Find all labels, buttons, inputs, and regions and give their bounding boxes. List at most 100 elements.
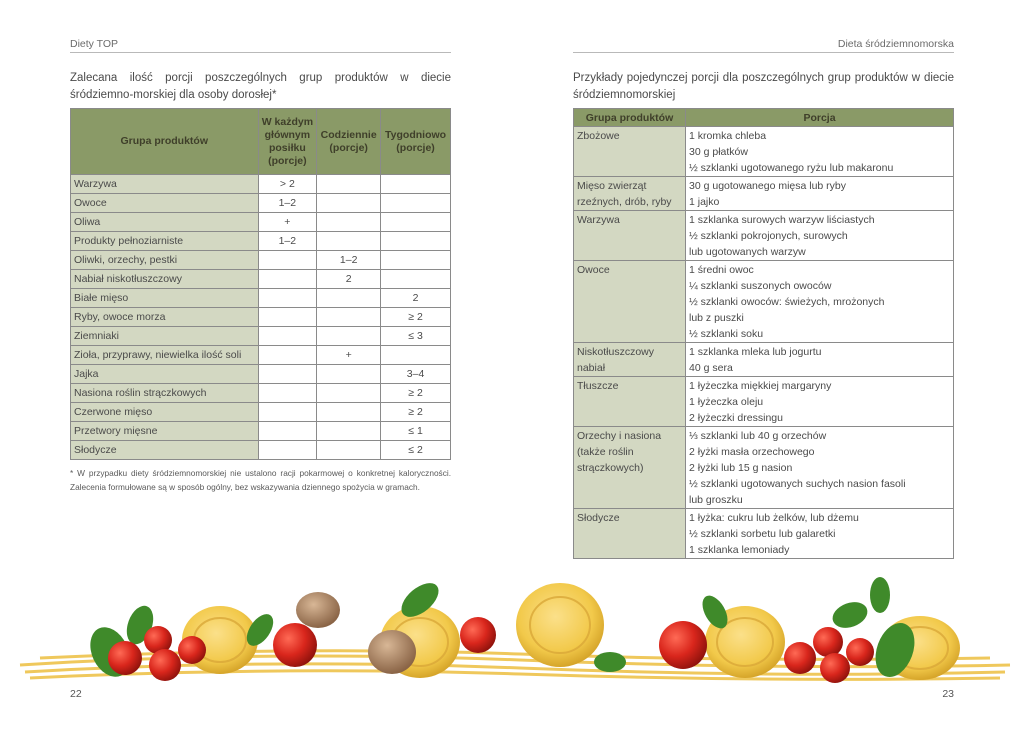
table-row: Oliwki, orzechy, pestki 1–2 xyxy=(70,250,451,270)
portion-line: lub ugotowanych warzyw xyxy=(689,246,806,258)
portion-line: 1 szklanka surowych warzyw liściastych xyxy=(689,214,875,226)
portion-line: lub groszku xyxy=(689,494,743,506)
table-row: Oliwa + xyxy=(70,212,451,232)
servings-cell: ≤ 1 xyxy=(380,421,451,441)
servings-cell xyxy=(257,345,318,365)
servings-cell xyxy=(257,402,318,422)
header-rule xyxy=(573,52,954,53)
servings-cell xyxy=(316,364,382,384)
table-row: Białe mięso 2 xyxy=(70,288,451,308)
table-row: Owoce 1–2 xyxy=(70,193,451,213)
portion-cell: ⅓ szklanki lub 40 g orzechów 2 łyżki masł… xyxy=(685,426,954,509)
portion-cell: 1 średni owoc ¼ szklanki suszonych owoców… xyxy=(685,260,954,343)
servings-cell: ≤ 2 xyxy=(380,440,451,460)
food-group-text: rzeźnych, drób, ryby xyxy=(577,196,672,208)
portion-cell: 1 łyżeczka miękkiej margaryny 1 łyżeczka … xyxy=(685,376,954,427)
servings-cell: ≥ 2 xyxy=(380,402,451,422)
servings-cell: 2 xyxy=(380,288,451,308)
food-group-text: Tłuszcze xyxy=(577,380,619,392)
food-group-text: Słodycze xyxy=(577,512,620,524)
servings-cell xyxy=(316,174,382,194)
table-header-row: Grupa produktów Porcja xyxy=(573,108,954,127)
table-row: Przetwory mięsne ≤ 1 xyxy=(70,421,451,441)
food-group-cell: Zbożowe xyxy=(573,126,686,177)
portion-line: ½ szklanki sorbetu lub galaretki xyxy=(689,528,836,540)
servings-cell: 2 xyxy=(316,269,382,289)
servings-cell xyxy=(316,307,382,327)
food-group-cell: Tłuszcze xyxy=(573,376,686,427)
portion-line: 1 łyżeczka miękkiej margaryny xyxy=(689,380,832,392)
food-group-cell: Nasiona roślin strączkowych xyxy=(70,383,259,403)
table-row: Warzywa > 2 xyxy=(70,174,451,194)
portion-line: 2 łyżeczki dressingu xyxy=(689,412,783,424)
servings-cell: 1–2 xyxy=(316,250,382,270)
servings-cell xyxy=(316,440,382,460)
running-head: Diety TOP xyxy=(70,38,119,50)
portion-line: 40 g sera xyxy=(689,362,733,374)
portion-line: ½ szklanki pokrojonych, surowych xyxy=(689,230,848,242)
food-group-cell: Jajka xyxy=(70,364,259,384)
servings-cell xyxy=(257,440,318,460)
portion-line: 1 kromka chleba xyxy=(689,130,767,142)
food-group-cell: Orzechy i nasiona (także roślin strączkowy… xyxy=(573,426,686,509)
servings-cell xyxy=(257,288,318,308)
food-group-text: Mięso zwierząt xyxy=(577,180,647,192)
food-group-text: Warzywa xyxy=(577,214,620,226)
header-cell: Porcja xyxy=(685,108,954,127)
portion-line: ¼ szklanki suszonych owoców xyxy=(689,280,832,292)
food-group-text: Orzechy i nasiona xyxy=(577,430,662,442)
table-body: Zbożowe 1 kromka chleba 30 g płatków ½ szkl… xyxy=(573,126,954,559)
food-group-cell: Czerwone mięso xyxy=(70,402,259,422)
table-row: Nasiona roślin strączkowych ≥ 2 xyxy=(70,383,451,403)
servings-cell: ≥ 2 xyxy=(380,383,451,403)
page-number: 22 xyxy=(70,688,82,700)
servings-cell xyxy=(316,383,382,403)
header-cell: Codziennie (porcje) xyxy=(316,108,382,175)
servings-cell xyxy=(316,231,382,251)
food-group-cell: Słodycze xyxy=(573,508,686,559)
running-head: Dieta śródziemnomorska xyxy=(837,38,954,50)
header-cell: Grupa produktów xyxy=(573,108,686,127)
servings-cell: ≥ 2 xyxy=(380,307,451,327)
table-row: Zbożowe 1 kromka chleba 30 g płatków ½ szkl… xyxy=(573,126,954,177)
table-body: Warzywa > 2 Owoce 1–2 Oliwa + Produkty pełnozi… xyxy=(70,174,451,460)
food-group-cell: Ziemniaki xyxy=(70,326,259,346)
header-cell: Grupa produktów xyxy=(70,108,259,175)
portion-line: ½ szklanki owoców: świeżych, mrożonych xyxy=(689,296,885,308)
food-group-cell: Oliwki, orzechy, pestki xyxy=(70,250,259,270)
food-group-cell: Mięso zwierząt rzeźnych, drób, ryby xyxy=(573,176,686,211)
table-row: Tłuszcze 1 łyżeczka miękkiej margaryny 1 ł… xyxy=(573,376,954,427)
servings-cell xyxy=(380,231,451,251)
food-group-cell: Ryby, owoce morza xyxy=(70,307,259,327)
servings-cell xyxy=(257,421,318,441)
servings-cell xyxy=(380,212,451,232)
table-row: Czerwone mięso ≥ 2 xyxy=(70,402,451,422)
table-row: Jajka 3–4 xyxy=(70,364,451,384)
servings-cell xyxy=(380,250,451,270)
food-group-text: Niskotłuszczowy xyxy=(577,346,655,358)
food-group-cell: Zioła, przyprawy, niewielka ilość soli xyxy=(70,345,259,365)
food-group-cell: Oliwa xyxy=(70,212,259,232)
table-row: Warzywa 1 szklanka surowych warzyw liścia… xyxy=(573,210,954,261)
food-group-text: Owoce xyxy=(577,264,610,276)
food-group-cell: Przetwory mięsne xyxy=(70,421,259,441)
table-row: Produkty pełnoziarniste 1–2 xyxy=(70,231,451,251)
page-number: 23 xyxy=(942,688,954,700)
footnote: * W przypadku diety śródziemnomorskiej n… xyxy=(70,468,451,492)
servings-cell xyxy=(316,212,382,232)
servings-cell: 1–2 xyxy=(257,231,318,251)
servings-cell xyxy=(380,345,451,365)
servings-cell: > 2 xyxy=(257,174,318,194)
portion-line: 2 łyżki masła orzechowego xyxy=(689,446,815,458)
portion-line: 1 jajko xyxy=(689,196,720,208)
servings-cell xyxy=(380,174,451,194)
food-group-cell: Produkty pełnoziarniste xyxy=(70,231,259,251)
servings-cell: ≤ 3 xyxy=(380,326,451,346)
left-page: Diety TOP Zalecana ilość porcji poszczeg… xyxy=(70,38,451,700)
portion-line: 30 g płatków xyxy=(689,146,748,158)
food-group-text: (także roślin xyxy=(577,446,634,458)
pasta-vegetables-photo xyxy=(0,577,1024,749)
servings-table: Grupa produktów W każdym głównym posiłku… xyxy=(70,108,451,460)
food-group-cell: Białe mięso xyxy=(70,288,259,308)
servings-cell xyxy=(257,364,318,384)
